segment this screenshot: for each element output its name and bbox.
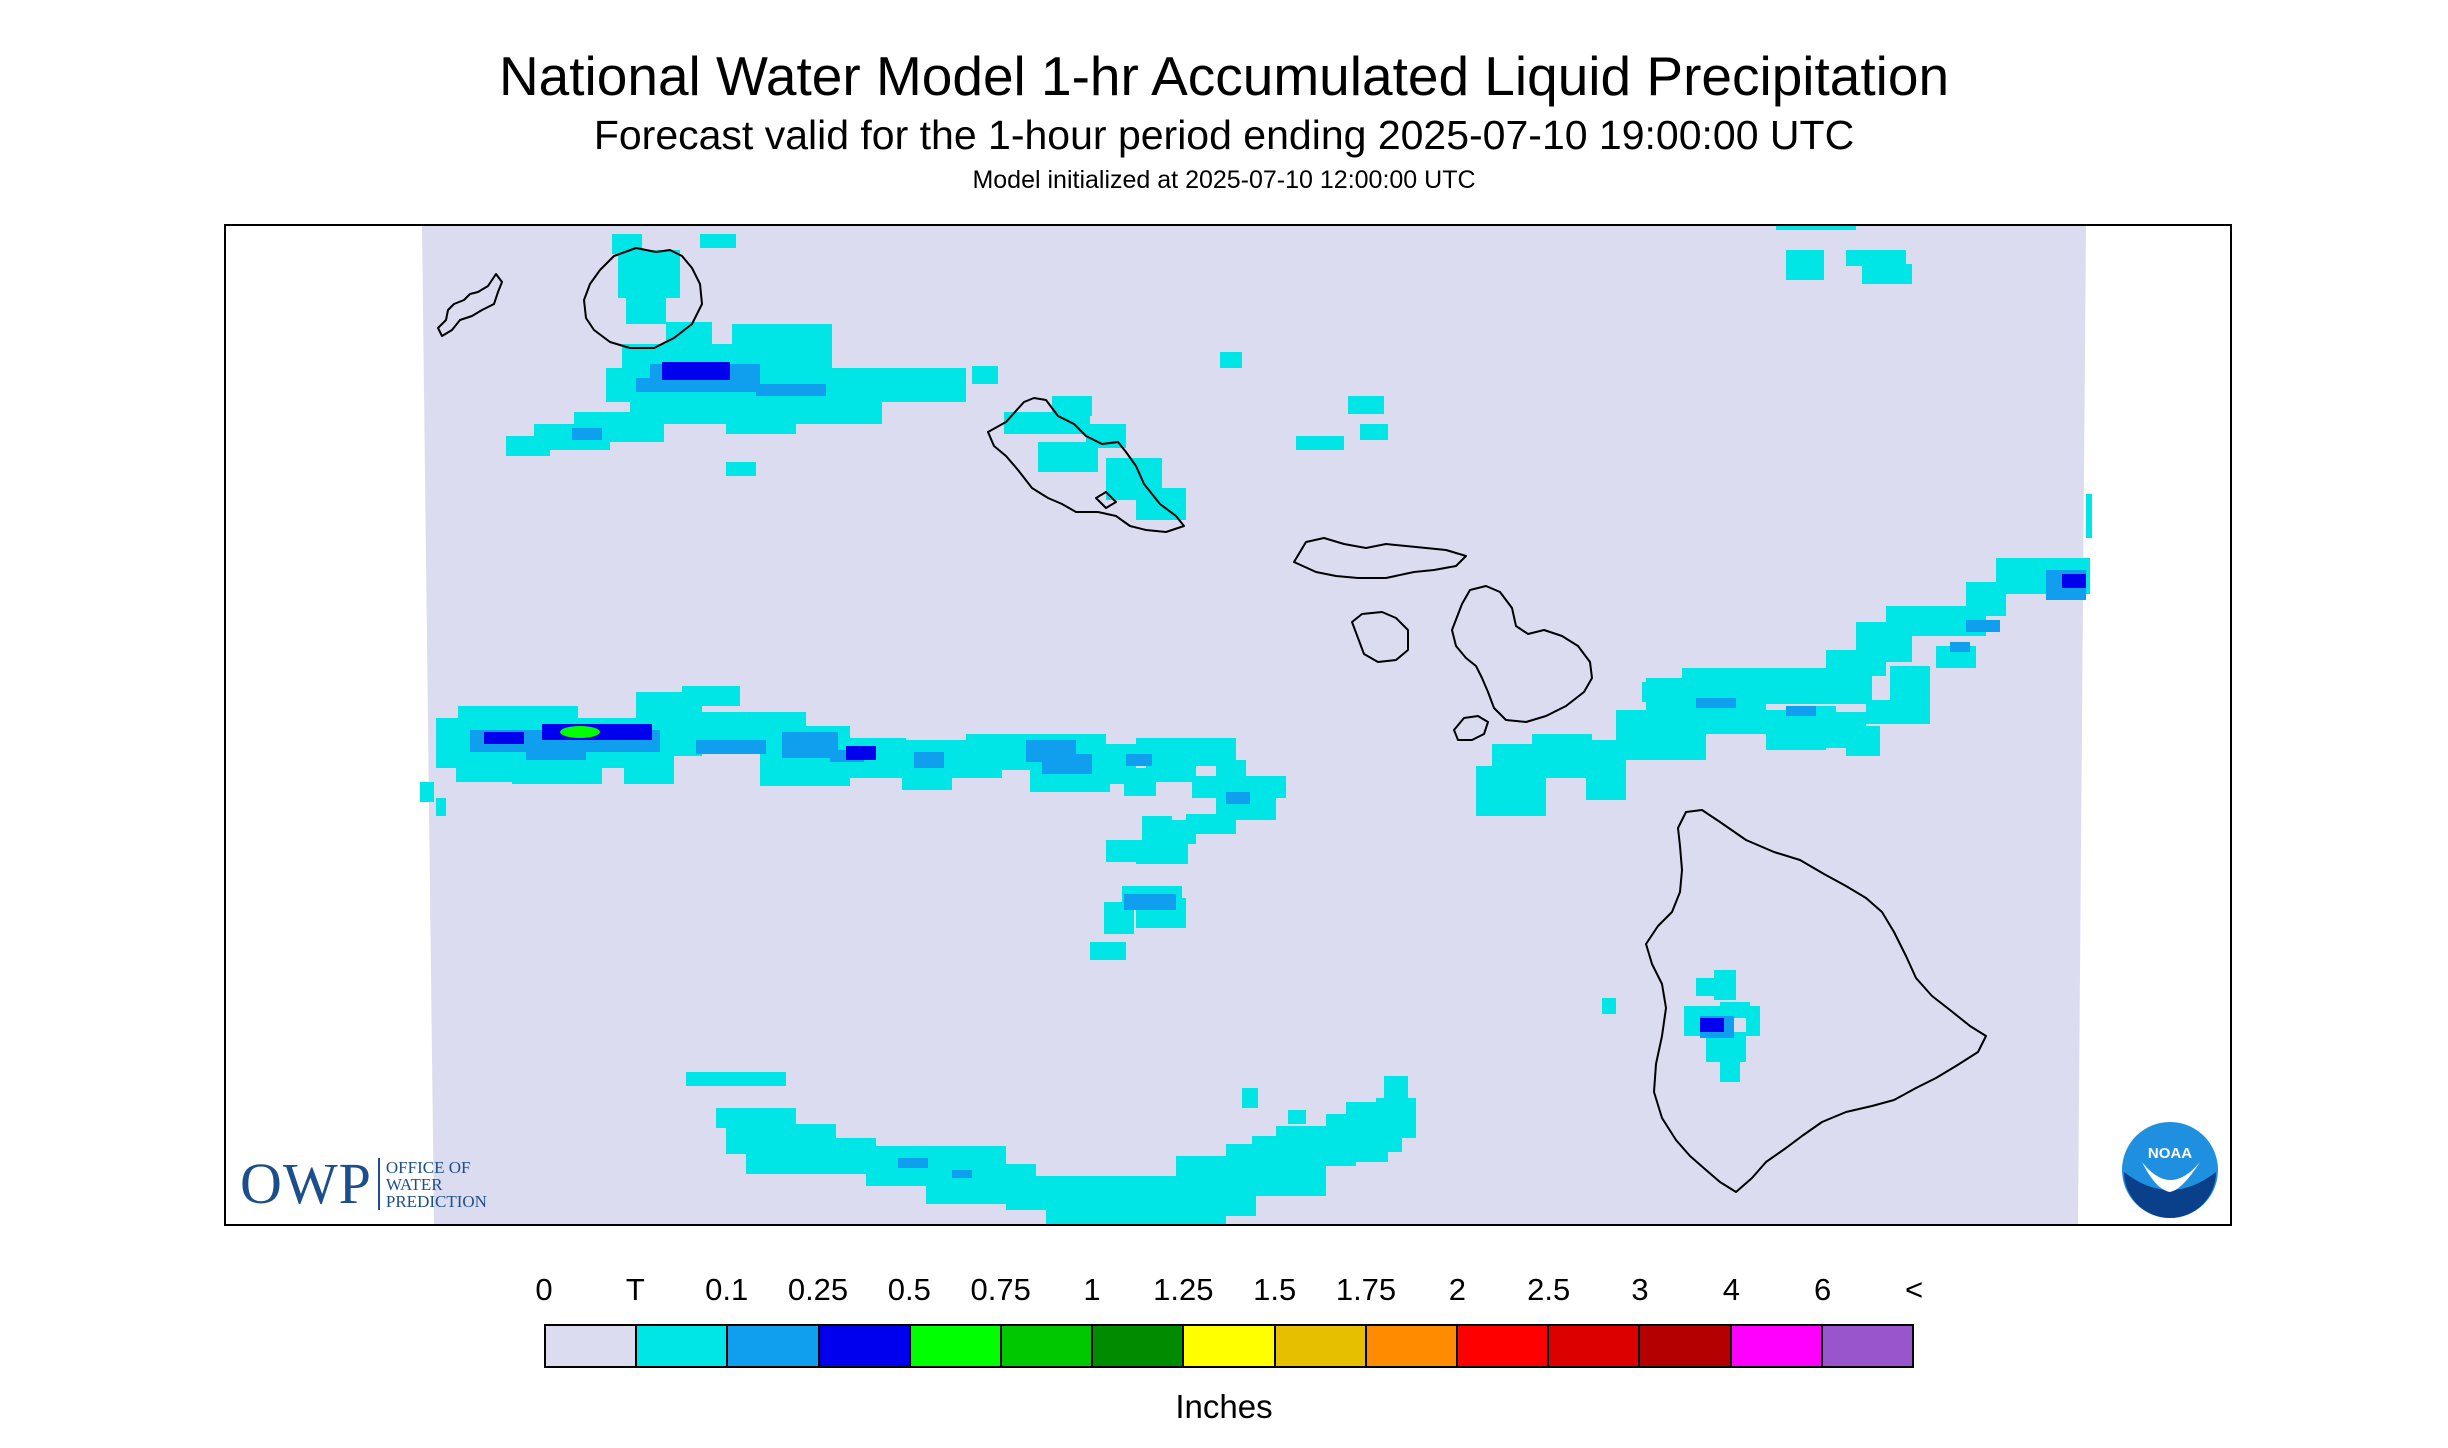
legend-label: 0.5 xyxy=(887,1272,931,1307)
map-frame xyxy=(224,224,2232,1226)
coast-lanai xyxy=(1351,611,1409,663)
coast-niihau xyxy=(437,273,503,337)
legend-swatch xyxy=(1822,1326,1913,1366)
coast-molokai xyxy=(1293,537,1467,579)
legend-swatch xyxy=(637,1326,729,1366)
owp-logo-words: OFFICE OF WATER PREDICTION xyxy=(386,1159,487,1210)
legend-swatch xyxy=(728,1326,820,1366)
precip-0-5-cells xyxy=(560,726,600,738)
model-init-text: Model initialized at 2025-07-10 12:00:00… xyxy=(972,166,1476,194)
legend-label: 2 xyxy=(1448,1272,1466,1307)
legend-swatch xyxy=(1366,1326,1459,1366)
legend-swatch xyxy=(1002,1326,1094,1366)
legend-colorbar xyxy=(544,1324,1914,1368)
model-domain xyxy=(422,226,2086,1224)
island-coastlines xyxy=(437,247,1987,1193)
owp-logo-line1: OFFICE OF xyxy=(385,1157,471,1177)
legend-swatch xyxy=(1458,1326,1550,1366)
legend-label: T xyxy=(625,1272,645,1307)
owp-logo-line2: WATER xyxy=(385,1174,443,1194)
coast-oahu xyxy=(987,397,1185,533)
map-title: National Water Model 1-hr Accumulated Li… xyxy=(498,45,1950,107)
owp-logo-divider xyxy=(377,1158,380,1210)
owp-logo-line3: PREDICTION xyxy=(385,1191,487,1211)
legend-label: < xyxy=(1904,1272,1924,1307)
legend-swatch xyxy=(819,1326,911,1366)
legend-label: 1 xyxy=(1083,1272,1101,1307)
legend-labels: 0 T 0.1 0.25 0.5 0.75 1 1.25 1.5 1.75 2 2.5 3 4 6 < xyxy=(0,1272,2448,1312)
legend-swatch xyxy=(1275,1326,1367,1366)
legend-units: Inches xyxy=(1175,1388,1273,1425)
noaa-logo-text: NOAA xyxy=(2148,1145,2192,1162)
coast-hawaii xyxy=(1645,809,1987,1193)
legend-swatch xyxy=(1184,1326,1276,1366)
legend-swatch xyxy=(1731,1326,1823,1366)
map-subtitle: Forecast valid for the 1-hour period end… xyxy=(593,112,1855,158)
coast-kauai xyxy=(583,247,703,349)
legend-swatch xyxy=(1640,1326,1732,1366)
legend-label: 3 xyxy=(1631,1272,1649,1307)
legend-swatch xyxy=(1549,1326,1641,1366)
legend-label: 0.75 xyxy=(970,1272,1031,1307)
legend-label: 0.25 xyxy=(787,1272,849,1307)
legend-label: 1.25 xyxy=(1153,1272,1214,1307)
legend-label: 2.5 xyxy=(1527,1272,1571,1307)
legend-swatch xyxy=(1093,1326,1185,1366)
legend-label: 1.75 xyxy=(1335,1272,1397,1307)
owp-logo-letters: OWP xyxy=(240,1151,372,1216)
legend-label: 4 xyxy=(1722,1272,1740,1307)
legend-label: 0 xyxy=(535,1272,553,1307)
precipitation-map xyxy=(420,226,2092,1224)
coast-kahoolawe xyxy=(1453,715,1489,741)
legend-label: 1.5 xyxy=(1253,1272,1297,1307)
legend-label: 6 xyxy=(1814,1272,1832,1307)
legend-swatch xyxy=(546,1326,638,1366)
noaa-logo: NOAA xyxy=(2122,1122,2218,1218)
legend-label: 0.1 xyxy=(705,1272,749,1307)
coast-oahu-bay xyxy=(1095,491,1117,509)
legend-swatch xyxy=(910,1326,1003,1366)
owp-logo: OWP OFFICE OF WATER PREDICTION xyxy=(240,1151,487,1216)
coast-maui xyxy=(1451,585,1593,723)
